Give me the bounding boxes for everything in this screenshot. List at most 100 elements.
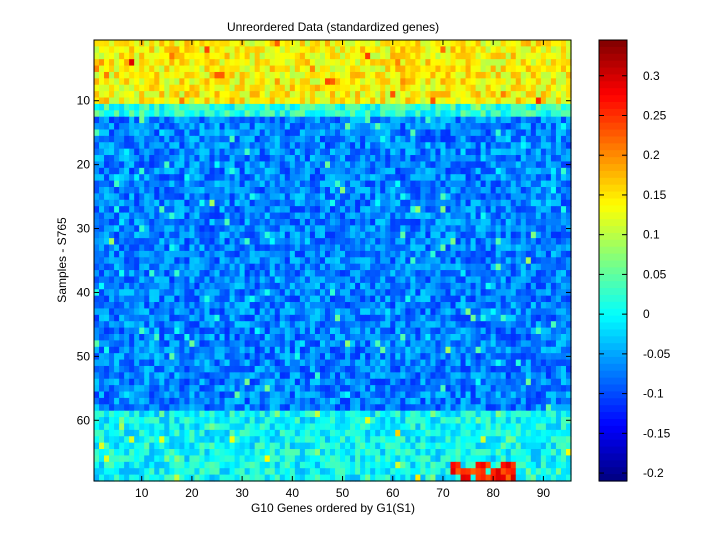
heatmap-cell: [189, 71, 196, 79]
heatmap-cell: [179, 206, 185, 214]
heatmap-cell: [385, 276, 391, 284]
heatmap-cell: [375, 365, 381, 373]
heatmap-cell: [405, 308, 411, 316]
heatmap-cell: [350, 65, 356, 73]
heatmap-cell: [420, 110, 426, 118]
heatmap-cell: [229, 327, 236, 335]
heatmap-cell: [204, 257, 211, 265]
heatmap-cell: [219, 174, 226, 182]
heatmap-cell: [284, 78, 291, 86]
heatmap-cell: [450, 365, 457, 373]
heatmap-cell: [380, 359, 386, 367]
heatmap-cell: [304, 321, 311, 329]
heatmap-cell: [485, 334, 492, 341]
heatmap-cell: [345, 52, 351, 60]
heatmap-cell: [540, 148, 547, 156]
heatmap-cell: [520, 225, 527, 233]
heatmap-cell: [319, 103, 326, 111]
heatmap-cell: [244, 161, 251, 169]
heatmap-cell: [114, 110, 120, 118]
heatmap-cell: [505, 161, 512, 169]
heatmap-cell: [314, 174, 321, 182]
heatmap-cell: [470, 59, 477, 67]
heatmap-cell: [194, 340, 201, 348]
heatmap-cell: [550, 321, 557, 329]
heatmap-cell: [104, 321, 110, 329]
heatmap-cell: [119, 167, 125, 175]
heatmap-cell: [460, 353, 467, 361]
heatmap-cell: [520, 302, 527, 310]
heatmap-cell: [405, 116, 411, 124]
heatmap-cell: [214, 270, 221, 278]
heatmap-cell: [515, 314, 522, 322]
heatmap-cell: [134, 302, 140, 310]
heatmap-cell: [495, 359, 502, 367]
heatmap-cell: [199, 187, 206, 194]
heatmap-cell: [104, 116, 110, 124]
heatmap-cell: [345, 250, 351, 258]
heatmap-cell: [264, 327, 271, 335]
heatmap-cell: [360, 282, 366, 290]
heatmap-cell: [475, 110, 482, 118]
heatmap-cell: [164, 199, 170, 207]
heatmap-cell: [299, 372, 306, 380]
heatmap-cell: [565, 276, 572, 284]
heatmap-cell: [445, 71, 452, 79]
heatmap-cell: [234, 161, 241, 169]
heatmap-cell: [204, 218, 211, 226]
heatmap-cell: [119, 372, 125, 380]
heatmap-cell: [174, 180, 180, 188]
heatmap-cell: [149, 206, 155, 214]
heatmap-cell: [324, 282, 331, 290]
heatmap-cell: [194, 40, 201, 47]
heatmap-cell: [124, 225, 130, 233]
heatmap-cell: [309, 289, 316, 297]
heatmap-cell: [239, 289, 246, 297]
heatmap-cell: [545, 212, 552, 220]
heatmap-cell: [274, 270, 281, 278]
heatmap-cell: [269, 91, 276, 99]
heatmap-cell: [460, 340, 467, 348]
heatmap-cell: [435, 155, 442, 163]
heatmap-cell: [380, 129, 386, 137]
heatmap-cell: [450, 174, 457, 182]
heatmap-cell: [365, 282, 371, 290]
heatmap-cell: [385, 218, 391, 226]
heatmap-cell: [314, 167, 321, 175]
heatmap-cell: [179, 199, 185, 207]
heatmap-cell: [550, 327, 557, 335]
heatmap-cell: [385, 302, 391, 310]
heatmap-cell: [445, 340, 452, 348]
heatmap-cell: [99, 52, 105, 60]
heatmap-cell: [500, 308, 507, 316]
heatmap-cell: [435, 180, 442, 188]
heatmap-cell: [139, 289, 145, 297]
heatmap-cell: [209, 155, 216, 163]
heatmap-cell: [535, 40, 542, 47]
heatmap-cell: [460, 155, 467, 163]
heatmap-cell: [94, 270, 100, 278]
heatmap-cell: [154, 65, 160, 73]
heatmap-cell: [194, 321, 201, 329]
heatmap-cell: [550, 206, 557, 214]
heatmap-cell: [244, 123, 251, 131]
heatmap-cell: [124, 155, 130, 163]
heatmap-cell: [159, 302, 165, 310]
heatmap-cell: [370, 123, 376, 131]
heatmap-cell: [410, 321, 416, 329]
heatmap-cell: [179, 129, 185, 137]
heatmap-cell: [515, 148, 522, 156]
heatmap-cell: [335, 59, 341, 67]
heatmap-cell: [124, 167, 130, 175]
heatmap-cell: [99, 270, 105, 278]
heatmap-cell: [139, 193, 145, 201]
heatmap-cell: [269, 238, 276, 246]
heatmap-cell: [309, 263, 316, 271]
heatmap-cell: [335, 71, 341, 79]
heatmap-cell: [284, 289, 291, 297]
heatmap-cell: [400, 321, 406, 329]
heatmap-cell: [124, 46, 130, 54]
heatmap-cell: [350, 218, 356, 226]
heatmap-cell: [425, 346, 432, 354]
heatmap-cell: [309, 110, 316, 118]
